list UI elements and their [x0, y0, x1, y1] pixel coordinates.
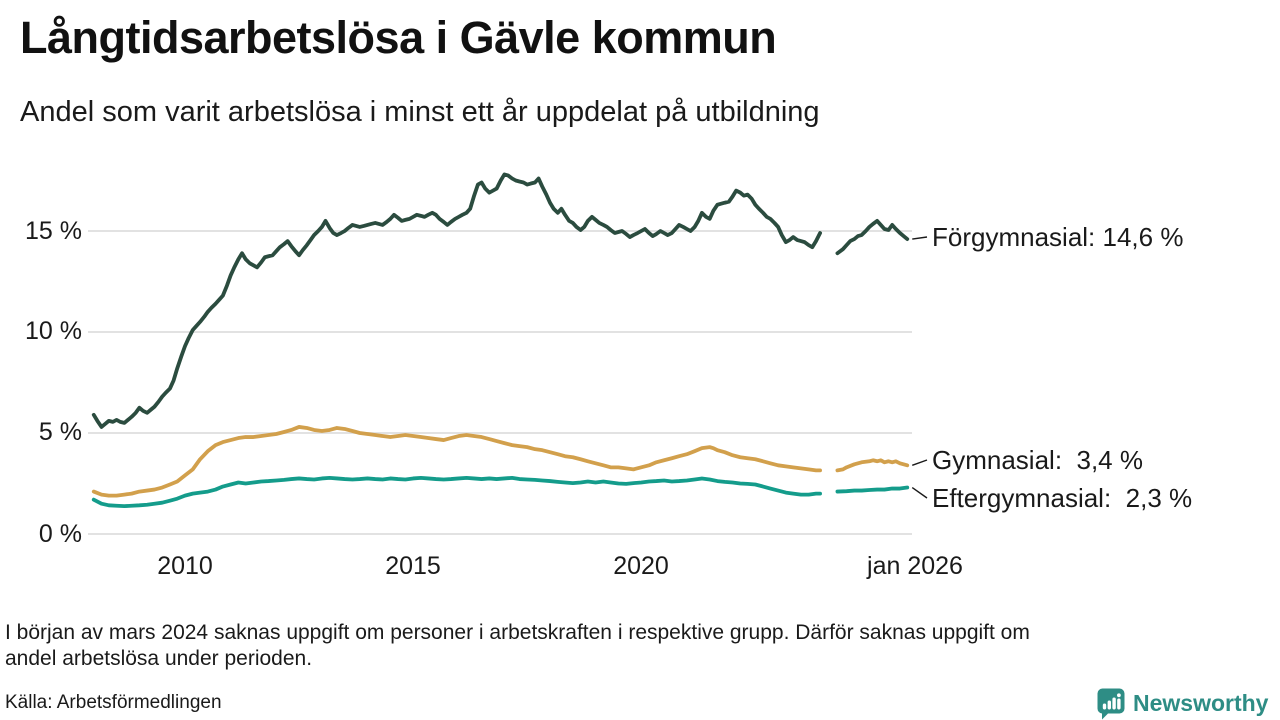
newsworthy-branding: Newsworthy: [1096, 687, 1268, 720]
y-axis-tick-10: 10 %: [25, 317, 82, 345]
y-axis-tick-15: 15 %: [25, 217, 82, 245]
footnote-line-1: I början av mars 2024 saknas uppgift om …: [5, 621, 1030, 644]
x-axis-tick-2015: 2015: [385, 552, 441, 580]
page-title: Långtidsarbetslösa i Gävle kommun: [20, 12, 777, 63]
x-axis-tick-jan-2026: jan 2026: [867, 552, 963, 580]
brand-wordmark: Newsworthy: [1133, 690, 1269, 716]
bar-chart-speech-bubble-icon: [1096, 687, 1126, 720]
series-label-forgymnasial: Förgymnasial: 14,6 %: [932, 222, 1184, 252]
x-axis-tick-2010: 2010: [157, 552, 213, 580]
x-axis-tick-2020: 2020: [613, 552, 669, 580]
footnote: I början av mars 2024 saknas uppgift om …: [5, 620, 1265, 672]
series-label-eftergymnasial: Eftergymnasial: 2,3 %: [932, 483, 1193, 513]
series-label-gymnasial: Gymnasial: 3,4 %: [932, 445, 1143, 475]
page-subtitle: Andel som varit arbetslösa i minst ett å…: [20, 96, 820, 128]
footnote-line-2: andel arbetslösa under perioden.: [5, 647, 313, 670]
line-chart-plot: [88, 172, 928, 535]
source-attribution: Källa: Arbetsförmedlingen: [5, 692, 222, 713]
y-axis-tick-5: 5 %: [38, 418, 82, 446]
y-axis-tick-0: 0 %: [38, 520, 82, 548]
